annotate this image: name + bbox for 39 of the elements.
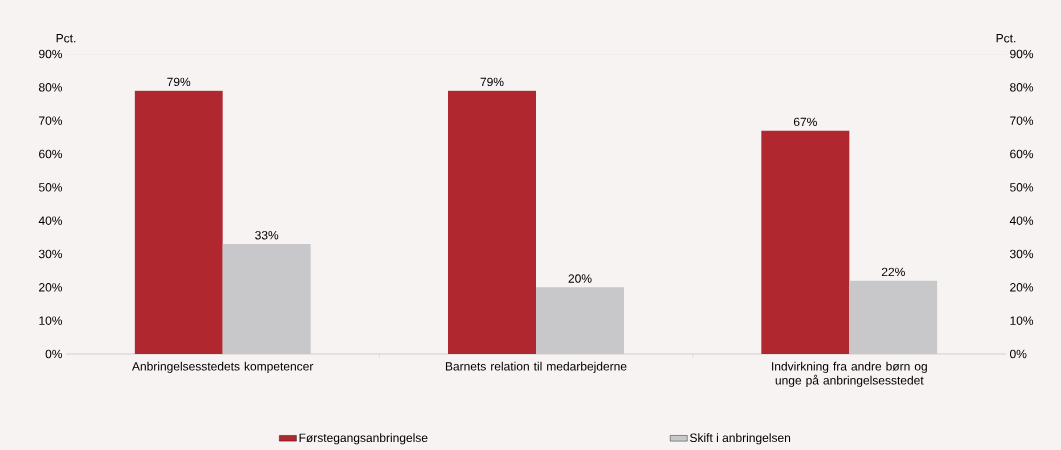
data-label: 33% [255,230,279,240]
bar [849,280,938,354]
y-tick-label: 70% [39,116,63,125]
y-tick-label: 30% [38,249,63,259]
y2-tick-label: 80% [1010,83,1034,92]
y2-tick-label: 20% [1010,283,1034,292]
y2-tick-label: 10% [1010,316,1034,325]
y-tick-label: 0% [45,349,63,359]
y2-tick-label: 0% [1010,349,1027,359]
y-tick-label: 10% [39,316,63,325]
data-label: 79% [480,77,504,87]
y-tick-label: 20% [39,283,63,292]
y2-tick-label: 90% [1010,49,1034,59]
x-tick-label: Indvirkning fra andre børn og unge på anbringelsesstedet [772,361,927,387]
y-tick-label: 60% [39,149,63,159]
data-label: 79% [167,77,191,87]
y2-tick-label: 60% [1010,149,1034,159]
legend-label: Skift i anbringelsen [690,433,791,445]
bar [761,130,850,354]
y2-tick-label: 30% [1009,249,1034,259]
bar [134,90,223,354]
x-tick-label: Anbringelsesstedets kompetencer [131,361,314,373]
x-tick-label: Barnets relation til medarbejderne [445,361,627,373]
y2-axis-title: Pct. [996,34,1016,43]
y2-tick-label: 70% [1010,116,1034,125]
y2-tick-label: 50% [1010,183,1034,192]
y-tick-label: 90% [39,49,63,59]
y-axis-title: Pct. [56,34,76,43]
y2-tick-label: 40% [1009,216,1034,225]
bar [536,287,624,354]
legend-label: Førstegangsanbringelse [299,433,428,445]
bar [222,243,311,354]
data-label: 20% [568,274,592,283]
y-tick-label: 40% [38,216,63,225]
y-tick-label: 80% [38,83,63,92]
bar [448,90,536,354]
data-label: 22% [881,267,905,277]
y-tick-label: 50% [38,183,63,192]
data-label: 67% [793,117,817,127]
